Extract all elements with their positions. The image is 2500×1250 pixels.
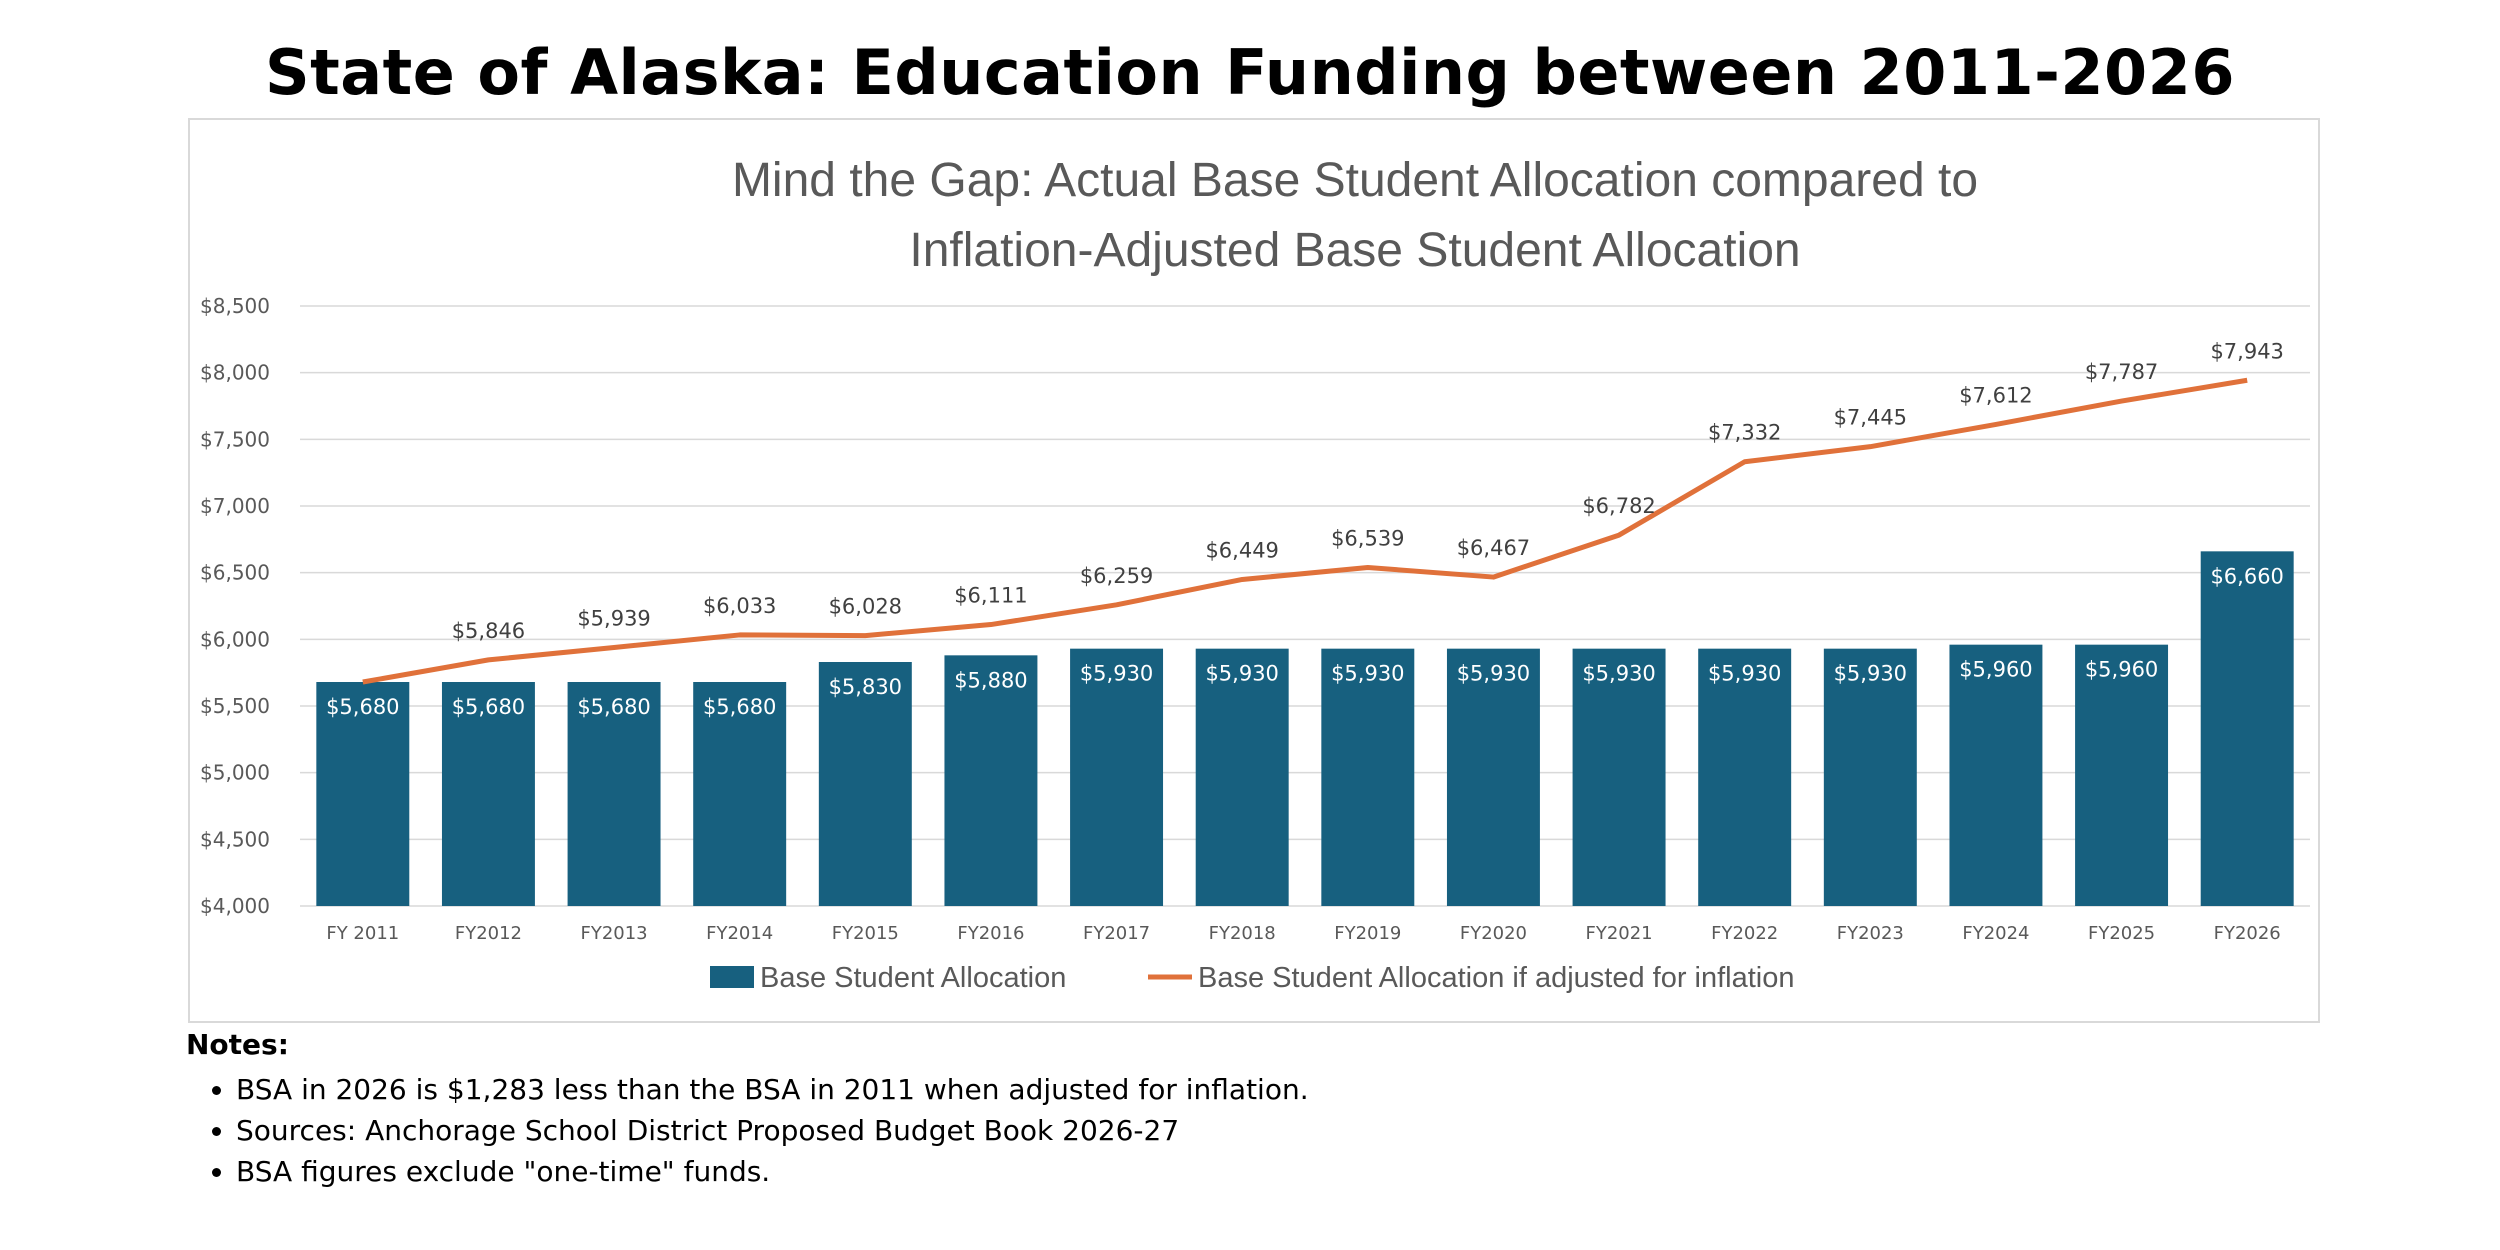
x-tick-label: FY2024: [1962, 923, 2029, 944]
note-item: BSA figures exclude "one-time" funds.: [236, 1151, 2386, 1192]
x-tick-label: FY2016: [957, 923, 1024, 944]
bar: [1698, 648, 1792, 906]
bar: [1949, 644, 2043, 906]
legend-swatch-bar: [710, 966, 754, 988]
y-tick-label: $7,500: [200, 427, 270, 451]
bar: [316, 682, 410, 906]
bar-data-label: $5,960: [2085, 658, 2158, 682]
line-data-label: $6,028: [829, 595, 902, 619]
y-tick-label: $8,000: [200, 361, 270, 385]
y-tick-label: $7,000: [200, 494, 270, 518]
line-data-label: $6,259: [1080, 564, 1153, 588]
x-tick-label: FY2021: [1585, 923, 1652, 944]
line-data-label: $6,467: [1457, 536, 1530, 560]
bar: [567, 682, 661, 906]
x-tick-label: FY2014: [706, 923, 773, 944]
x-tick-label: FY2020: [1460, 923, 1527, 944]
bar: [1823, 648, 1917, 906]
bar: [818, 662, 912, 906]
line-data-label: $6,539: [1331, 526, 1404, 550]
note-item: BSA in 2026 is $1,283 less than the BSA …: [236, 1069, 2386, 1110]
bar-data-label: $5,930: [1834, 662, 1907, 686]
page-title: State of Alaska: Education Funding betwe…: [265, 36, 2235, 109]
x-tick-label: FY2018: [1209, 923, 1276, 944]
bar: [1572, 648, 1666, 906]
x-tick-label: FY2013: [580, 923, 647, 944]
bar: [693, 682, 787, 906]
bar: [1070, 648, 1164, 906]
bar-data-label: $5,930: [1457, 662, 1530, 686]
y-tick-label: $4,000: [200, 894, 270, 918]
bar: [1446, 648, 1540, 906]
bar-data-label: $5,830: [829, 675, 902, 699]
x-tick-label: FY2022: [1711, 923, 1778, 944]
x-tick-label: FY2025: [2088, 923, 2155, 944]
line-data-label: $7,612: [1959, 383, 2032, 407]
line-data-label: $5,846: [452, 619, 525, 643]
x-tick-label: FY2012: [455, 923, 522, 944]
bar-data-label: $5,930: [1331, 662, 1404, 686]
bar-data-label: $5,680: [452, 695, 525, 719]
x-tick-label: FY2015: [832, 923, 899, 944]
bar-data-label: $6,660: [2210, 564, 2283, 588]
chart-title: Inflation-Adjusted Base Student Allocati…: [909, 224, 1800, 277]
note-item: Sources: Anchorage School District Propo…: [236, 1110, 2386, 1151]
line-data-label: $7,787: [2085, 360, 2158, 384]
bar-data-label: $5,930: [1708, 662, 1781, 686]
legend-label-line: Base Student Allocation if adjusted for …: [1198, 962, 1795, 994]
x-tick-label: FY 2011: [326, 923, 399, 944]
bar-data-label: $5,930: [1080, 662, 1153, 686]
notes-title: Notes:: [186, 1028, 289, 1061]
bar-data-label: $5,960: [1959, 658, 2032, 682]
line-data-label: $7,332: [1708, 421, 1781, 445]
line-data-label: $6,782: [1582, 494, 1655, 518]
chart-svg: Mind the Gap: Actual Base Student Alloca…: [200, 154, 2310, 994]
line-data-label: $7,943: [2210, 339, 2283, 363]
bar-data-label: $5,880: [954, 668, 1027, 692]
y-tick-label: $6,500: [200, 561, 270, 585]
bar: [441, 682, 535, 906]
bar-data-label: $5,930: [1205, 662, 1278, 686]
line-data-label: $6,111: [954, 584, 1027, 608]
y-tick-label: $6,000: [200, 627, 270, 651]
bar: [1321, 648, 1415, 906]
inflation-line: [362, 377, 2248, 685]
bar-data-label: $5,680: [577, 695, 650, 719]
y-tick-label: $8,500: [200, 294, 270, 318]
x-tick-label: FY2019: [1334, 923, 1401, 944]
x-tick-label: FY2023: [1837, 923, 1904, 944]
y-tick-label: $5,500: [200, 694, 270, 718]
line-data-label: $5,939: [577, 606, 650, 630]
line-data-label: $7,445: [1834, 406, 1907, 430]
legend-label-bar: Base Student Allocation: [760, 962, 1066, 994]
y-tick-label: $4,500: [200, 827, 270, 851]
bar-data-label: $5,930: [1582, 662, 1655, 686]
bar: [944, 655, 1038, 906]
bar: [2075, 644, 2169, 906]
bar: [2200, 551, 2294, 906]
chart-title: Mind the Gap: Actual Base Student Alloca…: [732, 154, 1978, 207]
line-data-label: $6,033: [703, 594, 776, 618]
bar-data-label: $5,680: [703, 695, 776, 719]
y-tick-label: $5,000: [200, 761, 270, 785]
notes-section: Notes: BSA in 2026 is $1,283 less than t…: [186, 1028, 2386, 1192]
bar-data-label: $5,680: [326, 695, 399, 719]
notes-list: BSA in 2026 is $1,283 less than the BSA …: [186, 1069, 2386, 1192]
chart-area: Mind the Gap: Actual Base Student Alloca…: [188, 118, 2320, 1023]
bar: [1195, 648, 1289, 906]
line-data-label: $6,449: [1205, 538, 1278, 562]
x-tick-label: FY2026: [2214, 923, 2281, 944]
x-tick-label: FY2017: [1083, 923, 1150, 944]
